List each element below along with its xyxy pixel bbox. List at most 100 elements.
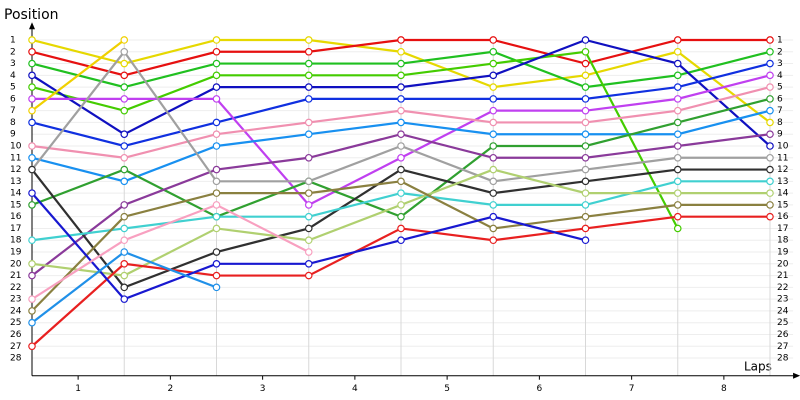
point [28, 59, 36, 68]
point [581, 236, 590, 245]
y-tick-label-right: 22 [777, 283, 788, 293]
y-tick-label: 25 [10, 318, 21, 328]
x-tick-label: 2 [168, 384, 174, 394]
y-tick-label: 21 [10, 271, 21, 281]
point [397, 177, 405, 186]
point [397, 95, 405, 103]
point [28, 271, 36, 280]
point [304, 59, 313, 68]
point [489, 165, 498, 174]
y-axis-label: Position [4, 7, 59, 23]
y-tick-label-right: 28 [777, 354, 789, 364]
y-tick-label-right: 4 [777, 71, 783, 81]
point [212, 177, 221, 186]
point [581, 153, 590, 162]
point [28, 142, 36, 150]
y-tick-label: 27 [10, 342, 21, 352]
point [673, 224, 682, 233]
y-tick-label-right: 25 [777, 318, 788, 328]
y-axis-arrow [29, 22, 35, 30]
point [581, 201, 590, 209]
point [120, 224, 129, 233]
point [581, 118, 590, 127]
y-tick-label-right: 8 [777, 118, 783, 128]
point [581, 59, 590, 68]
y-tick-label-right: 9 [777, 130, 783, 140]
y-tick-label-right: 12 [777, 165, 788, 175]
y-tick-label: 15 [10, 200, 21, 210]
y-tick-label: 2 [10, 47, 16, 57]
y-tick-label-right: 27 [777, 342, 788, 352]
point [120, 71, 129, 80]
point [120, 236, 129, 245]
y-tick-label-right: 23 [777, 295, 788, 305]
point [304, 118, 313, 127]
point [766, 83, 774, 91]
point [212, 83, 221, 91]
point [581, 106, 590, 115]
y-tick-label: 8 [10, 118, 16, 128]
point [304, 130, 313, 139]
y-tick-label: 28 [10, 354, 22, 364]
point [766, 153, 774, 162]
point [120, 295, 129, 303]
y-tick-label: 19 [10, 248, 22, 258]
point [489, 153, 498, 162]
y-tick-label: 11 [10, 153, 21, 163]
point [212, 71, 221, 80]
y-tick-label-right: 1 [777, 35, 783, 45]
y-tick-label: 17 [10, 224, 21, 234]
point [304, 224, 313, 233]
point [120, 142, 129, 150]
point [673, 95, 682, 103]
point [304, 153, 313, 162]
point [28, 106, 36, 115]
point [673, 106, 682, 115]
point [673, 189, 682, 197]
point [28, 201, 36, 209]
point [304, 259, 313, 268]
point [397, 118, 405, 127]
point [673, 71, 682, 80]
x-axis-label: Laps [744, 360, 772, 374]
point [489, 236, 498, 245]
point [28, 47, 36, 56]
point [212, 212, 221, 221]
y-tick-label: 3 [10, 59, 16, 69]
point [673, 153, 682, 162]
y-tick-label: 20 [10, 259, 22, 269]
point [673, 177, 682, 186]
y-tick-label-right: 7 [777, 106, 783, 116]
point [397, 130, 405, 139]
point [28, 83, 36, 91]
point [212, 248, 221, 256]
y-tick-label: 18 [10, 236, 22, 246]
point [766, 201, 774, 209]
point [304, 212, 313, 221]
point [489, 130, 498, 139]
point [581, 71, 590, 80]
point [397, 153, 405, 162]
point [304, 201, 313, 209]
y-tick-label-right: 19 [777, 248, 789, 258]
point [120, 83, 129, 91]
x-tick-label: 1 [75, 384, 81, 394]
point [766, 142, 774, 150]
point [397, 106, 405, 115]
point [212, 165, 221, 174]
point [489, 71, 498, 80]
point [304, 271, 313, 280]
point [120, 271, 129, 280]
y-tick-label-right: 18 [777, 236, 789, 246]
point [673, 47, 682, 56]
x-tick-label: 7 [629, 384, 635, 394]
point [304, 189, 313, 197]
point [766, 59, 774, 68]
point [766, 189, 774, 197]
point [28, 153, 36, 162]
point [581, 224, 590, 233]
y-tick-label: 16 [10, 212, 22, 222]
point [397, 236, 405, 245]
point [489, 106, 498, 115]
point [489, 47, 498, 56]
